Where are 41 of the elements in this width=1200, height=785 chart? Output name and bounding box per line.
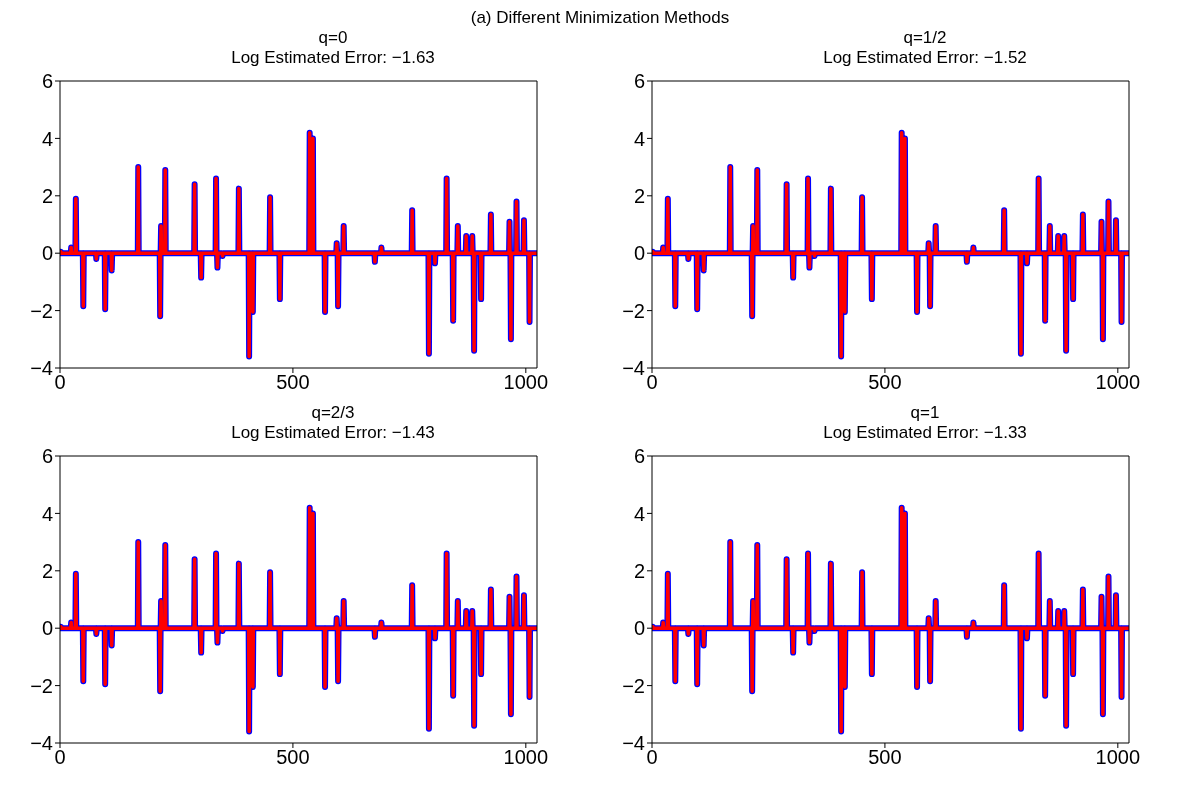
- y-tick-label: −4: [622, 357, 645, 380]
- y-tick-label: 2: [41, 184, 53, 207]
- y-tick-label: −2: [30, 674, 53, 697]
- y-tick-label: 4: [633, 502, 645, 525]
- text: (a) Different Minimization Methods: [469, 8, 731, 28]
- chart-title: q=0: [317, 28, 349, 48]
- y-tick-label: 0: [41, 242, 53, 265]
- y-tick-label: 0: [41, 617, 53, 640]
- x-tick-label: 500: [868, 371, 902, 394]
- x-tick-label: 1000: [1095, 746, 1141, 769]
- y-tick-label: −4: [30, 732, 53, 755]
- chart-subtitle: Log Estimated Error: −1.33: [822, 423, 1028, 443]
- y-tick-label: 6: [41, 445, 53, 468]
- y-tick-label: −2: [30, 299, 53, 322]
- chart-subtitle: Log Estimated Error: −1.43: [230, 423, 436, 443]
- y-tick-label: −4: [622, 732, 645, 755]
- y-tick-label: 2: [41, 559, 53, 582]
- x-tick-label: 500: [276, 371, 310, 394]
- chart-subtitle: Log Estimated Error: −1.63: [230, 48, 436, 68]
- y-tick-label: 6: [41, 70, 53, 93]
- chart-title: q=1/2: [902, 28, 948, 48]
- x-tick-label: 1000: [503, 371, 549, 394]
- y-tick-label: 6: [633, 445, 645, 468]
- x-tick-label: 1000: [1095, 371, 1141, 394]
- x-tick-label: 500: [868, 746, 902, 769]
- y-tick-label: 2: [633, 184, 645, 207]
- y-tick-label: 6: [633, 70, 645, 93]
- y-tick-label: 0: [633, 242, 645, 265]
- y-tick-label: 4: [633, 127, 645, 150]
- y-tick-label: 4: [41, 127, 53, 150]
- y-tick-label: −2: [622, 674, 645, 697]
- x-tick-label: 500: [276, 746, 310, 769]
- x-tick-label: 1000: [503, 746, 549, 769]
- chart-title: q=1: [909, 403, 941, 423]
- y-tick-label: 2: [633, 559, 645, 582]
- y-tick-label: 0: [633, 617, 645, 640]
- y-tick-label: 4: [41, 502, 53, 525]
- chart-title: q=2/3: [310, 403, 356, 423]
- chart-subtitle: Log Estimated Error: −1.52: [822, 48, 1028, 68]
- y-tick-label: −4: [30, 357, 53, 380]
- y-tick-label: −2: [622, 299, 645, 322]
